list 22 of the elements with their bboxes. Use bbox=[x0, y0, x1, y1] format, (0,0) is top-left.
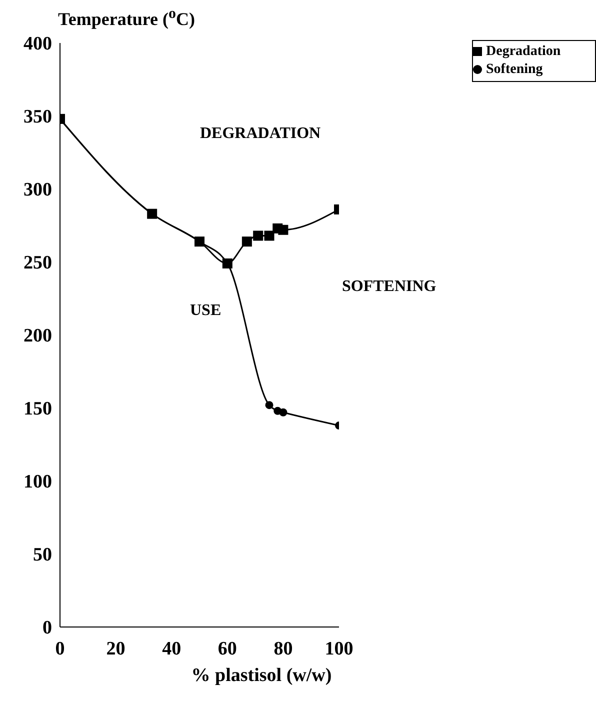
y-tick-label: 150 bbox=[24, 398, 52, 420]
legend-label: Softening bbox=[486, 62, 543, 77]
y-axis-title: Temperature ($^{o}$C) bbox=[58, 6, 195, 30]
x-tick-label: 0 bbox=[55, 638, 65, 660]
x-tick-label: 60 bbox=[218, 638, 237, 660]
annotation: DEGRADATION bbox=[200, 125, 321, 143]
x-tick-label: 100 bbox=[324, 638, 354, 660]
y-tick-label: 100 bbox=[24, 472, 52, 493]
y-tick-label: 50 bbox=[33, 544, 52, 566]
y-tick-label: 400 bbox=[24, 34, 52, 55]
text: SOFTENING bbox=[342, 278, 436, 296]
x-tick-label: 40 bbox=[162, 638, 182, 660]
y-tick-label: 200 bbox=[24, 326, 52, 347]
x-tick-label: 20 bbox=[106, 638, 126, 660]
legend-label: Degradation bbox=[486, 44, 561, 59]
y-tick-label: 350 bbox=[24, 106, 52, 128]
y-tick-label: 0 bbox=[42, 618, 52, 639]
x-tick-label: 80 bbox=[274, 638, 293, 660]
annotation: USE bbox=[190, 302, 222, 320]
y-tick-label: 300 bbox=[24, 180, 52, 201]
x-axis-title: % plastisol (w/w) bbox=[190, 665, 333, 687]
y-tick-label: 250 bbox=[24, 252, 52, 274]
